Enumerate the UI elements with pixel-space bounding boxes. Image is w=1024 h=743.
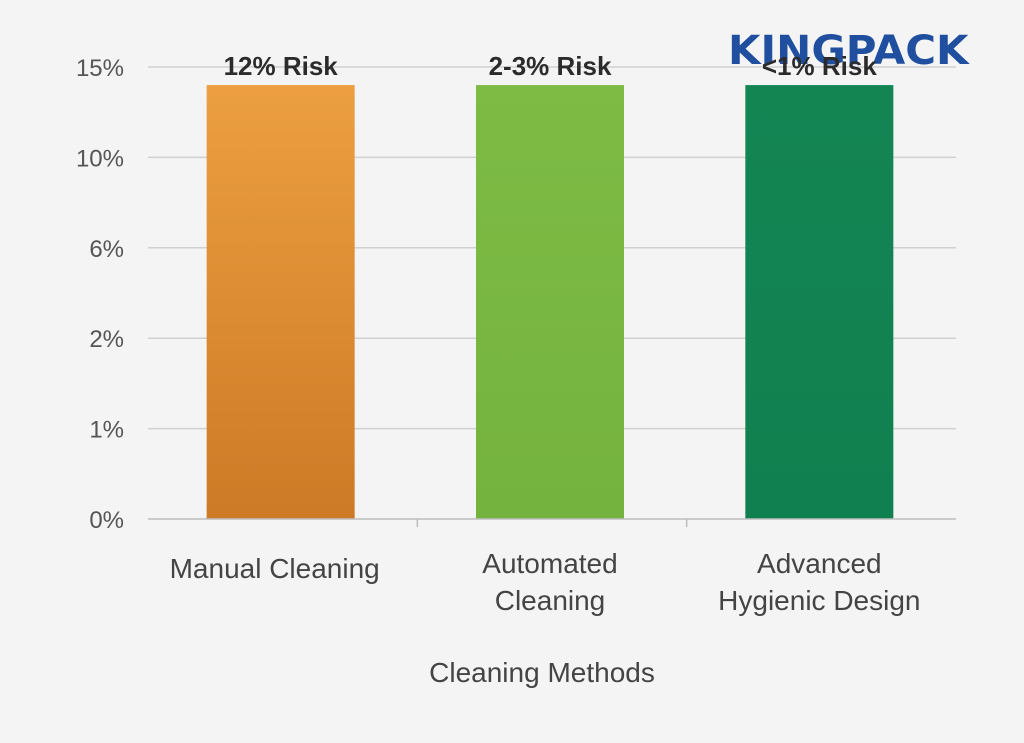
category-label: Hygienic Design xyxy=(718,585,920,616)
bar-data-label: 2-3% Risk xyxy=(489,51,612,81)
y-tick-label: 15% xyxy=(76,55,124,82)
y-tick-label: 1% xyxy=(89,417,124,444)
y-tick-label: 2% xyxy=(89,326,124,353)
category-label: Cleaning xyxy=(495,585,606,616)
x-axis xyxy=(148,518,956,527)
data-labels: 12% Risk 2-3% Risk <1% Risk xyxy=(224,51,878,81)
bar-data-label: 12% Risk xyxy=(224,51,339,81)
category-label: Advanced xyxy=(757,548,882,579)
category-label: Manual Cleaning xyxy=(170,553,380,584)
category-labels: Manual Cleaning Automated Cleaning Advanced… xyxy=(170,548,921,616)
x-axis-title: Cleaning Methods xyxy=(429,657,655,688)
y-tick-label: 10% xyxy=(76,145,124,172)
bars xyxy=(206,85,894,519)
bar xyxy=(206,85,355,519)
category-label: Automated xyxy=(482,548,617,579)
bar xyxy=(476,85,624,519)
y-axis-tick-labels: 0% 1% 2% 6% 10% 15% xyxy=(76,55,124,534)
bar xyxy=(745,85,894,519)
y-tick-label: 0% xyxy=(89,507,124,534)
bar-data-label: <1% Risk xyxy=(762,51,877,81)
y-tick-label: 6% xyxy=(89,236,124,263)
